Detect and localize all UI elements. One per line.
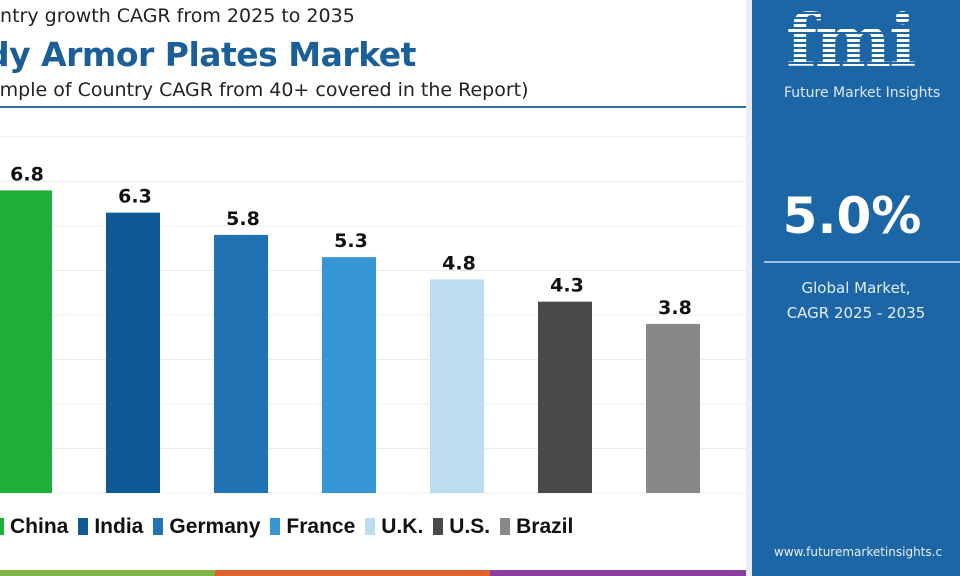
global-cagr-label-line1: Global Market, [801,279,911,297]
footer-strip-orange [215,570,490,576]
bar-us [538,301,592,493]
bar-germany [214,234,268,493]
header-note: ample of Country CAGR from 40+ covered i… [0,79,529,101]
legend-swatch [153,518,164,535]
title-divider [0,106,750,108]
legend: China India Germany France U.K. U.S. Brazil [0,514,573,539]
side-panel: fmi Future Market Insights 5.0% Global M… [752,0,960,576]
website-link[interactable]: www.futuremarketinsights.c [774,545,943,559]
legend-label: India [94,515,144,538]
data-label: 6.8 [10,163,44,185]
legend-swatch [433,518,444,535]
legend-item: Brazil [500,514,573,539]
legend-item: U.S. [433,514,490,539]
legend-label: Brazil [516,515,574,538]
bar-india [106,212,160,493]
legend-item: U.K. [365,514,423,539]
brand-name: Future Market Insights [784,85,941,101]
bar-france [322,257,376,493]
legend-swatch [270,518,281,535]
bar-brazil [646,323,700,493]
data-label: 5.3 [334,230,368,252]
data-label: 3.8 [658,297,692,319]
legend-swatch [0,518,4,535]
panel-divider [764,261,960,263]
global-cagr-label-line2: CAGR 2025 - 2035 [786,304,926,322]
bar-uk [430,279,484,493]
page-title: dy Armor Plates Market [0,35,416,74]
legend-swatch [365,518,376,535]
legend-label: U.S. [449,515,491,538]
global-cagr-value: 5.0% [782,187,922,245]
legend-label: China [10,515,69,538]
footer-strip-purple [490,570,752,576]
legend-label: France [286,515,356,538]
data-label: 4.3 [550,275,584,297]
legend-item: France [270,514,355,539]
data-label: 4.8 [442,252,476,274]
legend-swatch [78,518,89,535]
legend-item: Germany [153,514,260,539]
fmi-logo: fmi [786,4,915,78]
legend-item: China [0,514,68,539]
header-subtitle: untry growth CAGR from 2025 to 2035 [0,5,355,27]
bar-china [0,190,52,493]
global-cagr-label: Global Market, CAGR 2025 - 2035 [752,276,960,326]
panel-border [746,0,752,576]
data-label: 6.3 [118,186,152,208]
legend-swatch [500,518,511,535]
footer-strip-green [0,570,215,576]
bar-chart: 6.8 6.3 5.8 5.3 4.8 4.3 3.8 [0,136,746,494]
legend-item: India [78,514,143,539]
legend-label: U.K. [381,515,424,538]
data-label: 5.8 [226,208,260,230]
legend-label: Germany [169,515,261,538]
